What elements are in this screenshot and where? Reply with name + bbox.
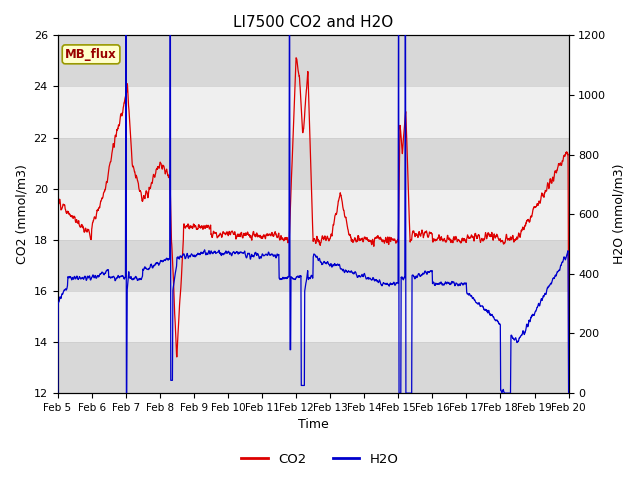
Bar [58,138,568,189]
Bar [58,189,568,240]
Bar [58,36,568,86]
Y-axis label: CO2 (mmol/m3): CO2 (mmol/m3) [15,164,28,264]
Bar [58,342,568,393]
Y-axis label: H2O (mmol/m3): H2O (mmol/m3) [612,164,625,264]
Title: LI7500 CO2 and H2O: LI7500 CO2 and H2O [233,15,393,30]
Text: MB_flux: MB_flux [65,48,117,61]
Bar [58,240,568,291]
Legend: CO2, H2O: CO2, H2O [236,447,404,471]
Bar [58,86,568,138]
Bar [58,291,568,342]
X-axis label: Time: Time [298,419,328,432]
